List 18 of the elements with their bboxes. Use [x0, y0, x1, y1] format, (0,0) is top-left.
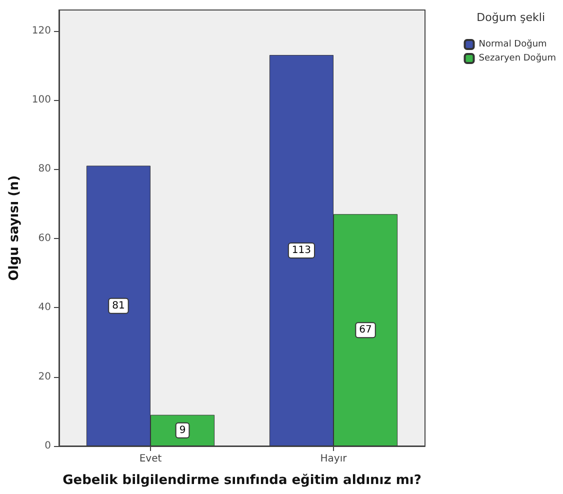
y-axis-title: Olgu sayısı (n) — [7, 175, 22, 281]
y-tick-label: 120 — [32, 25, 51, 36]
data-label: 81 — [112, 300, 125, 312]
x-tick-label: Hayır — [320, 454, 348, 464]
y-tick-label: 100 — [32, 94, 51, 106]
data-label: 113 — [292, 244, 312, 256]
y-tick-label: 20 — [38, 371, 51, 382]
y-tick-label: 80 — [38, 164, 51, 175]
legend-label: Normal Doğum — [478, 38, 547, 50]
y-tick-label: 40 — [38, 302, 51, 314]
y-tick-label: 60 — [38, 232, 51, 244]
data-label: 9 — [179, 424, 186, 436]
legend-title: Doğum şekli — [476, 11, 546, 24]
data-label: 67 — [359, 324, 372, 336]
y-tick-label: 0 — [44, 440, 51, 452]
x-tick-label: Evet — [139, 454, 162, 464]
x-axis-title: Gebelik bilgilendirme sınıfında eğitim aldınız mı? — [62, 473, 422, 488]
legend-label: Sezaryen Doğum — [478, 52, 556, 64]
